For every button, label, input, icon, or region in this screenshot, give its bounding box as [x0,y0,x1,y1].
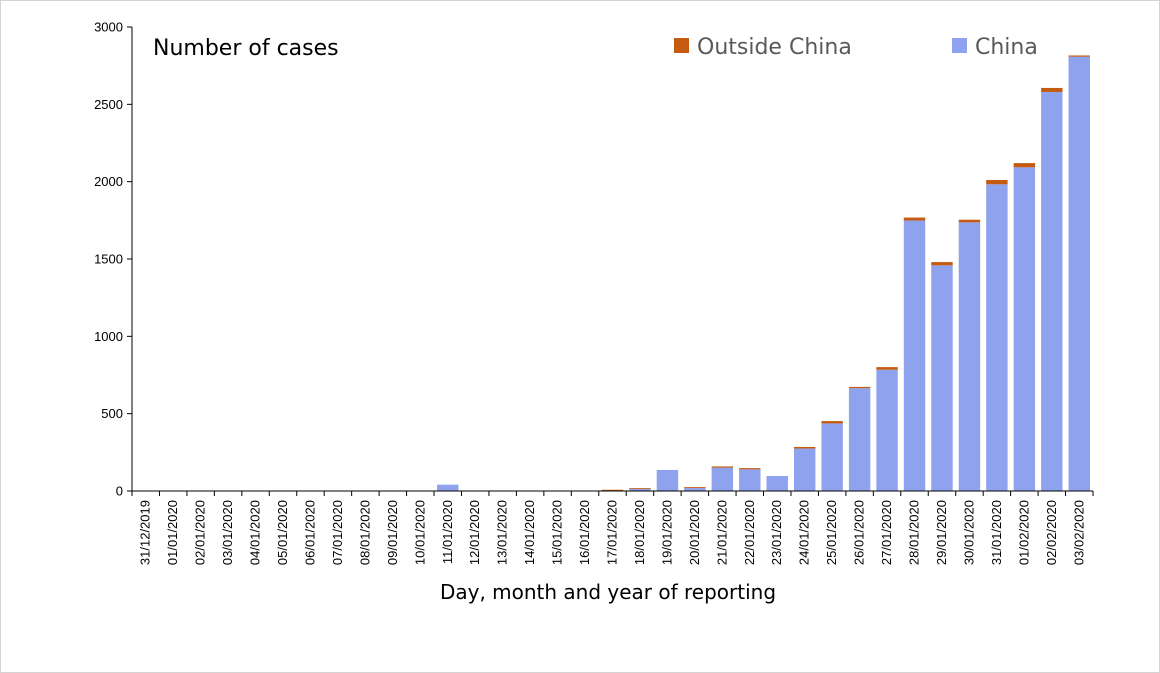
y-tick-label: 1000 [94,329,123,344]
bar-outside-china [986,179,1008,185]
x-tick-label: 29/01/2020 [934,500,949,565]
legend-swatch-china [952,38,967,53]
x-tick-label: 02/01/2020 [193,500,208,565]
bar-china [793,448,816,491]
x-tick-label: 05/01/2020 [275,500,290,565]
chart-title: Number of cases [153,36,339,61]
x-axis-title: Day, month and year of reporting [440,580,776,604]
x-tick-label: 01/01/2020 [165,500,180,565]
x-tick-label: 03/02/2020 [1071,500,1086,565]
bar-china [958,222,981,491]
bar-outside-china [958,219,981,223]
x-tick-label: 07/01/2020 [330,500,345,565]
bar-china [437,484,459,491]
x-tick-label: 27/01/2020 [879,500,894,565]
x-tick-label: 22/01/2020 [742,500,757,565]
bar-china [821,423,843,491]
bar-china [876,369,898,491]
y-tick-label: 2000 [94,174,123,189]
y-tick-label: 2500 [94,97,123,112]
bar-china [1013,167,1036,491]
x-tick-label: 20/01/2020 [687,500,702,565]
bar-china [903,220,926,492]
bar-china [656,469,679,491]
bar-outside-china [931,262,953,266]
bar-china [711,467,734,491]
x-tick-label: 13/01/2020 [495,500,510,565]
x-tick-label: 28/01/2020 [907,500,922,565]
bar-outside-china [821,421,843,424]
x-tick-label: 16/01/2020 [577,500,592,565]
legend-label-china: China [975,35,1038,60]
x-tick-label: 12/01/2020 [467,500,482,565]
x-tick-label: 11/01/2020 [440,500,455,564]
y-tick-label: 1500 [94,252,123,267]
x-tick-label: 25/01/2020 [824,500,839,565]
x-tick-label: 24/01/2020 [797,500,812,565]
x-tick-label: 01/02/2020 [1016,500,1031,565]
x-tick-label: 04/01/2020 [248,500,263,565]
y-axis: 0 500 1000 1500 2000 2500 3000 [94,20,133,499]
bar-outside-china [739,468,761,470]
x-axis: 31/12/2019 01/01/2020 02/01/2020 03/01/2020… [131,490,1094,565]
x-tick-label: 17/01/2020 [605,500,620,565]
x-tick-label: 18/01/2020 [632,500,647,565]
y-tick-label: 0 [116,484,123,499]
bar-outside-china [1041,87,1063,92]
legend-label-outside-china: Outside China [697,35,852,60]
x-tick-label: 21/01/2020 [714,500,729,565]
x-tick-label: 03/01/2020 [220,500,235,565]
bar-china [684,488,706,491]
x-tick-label: 15/01/2020 [550,500,565,565]
y-tick-label: 500 [101,406,123,421]
x-tick-label: 31/12/2019 [138,500,153,565]
x-tick-label: 06/01/2020 [302,500,317,565]
y-tick-label: 3000 [94,20,123,35]
x-tick-label: 31/01/2020 [989,500,1004,565]
bar-china [739,469,761,491]
bar-outside-china [601,489,624,491]
x-tick-label: 14/01/2020 [522,500,537,565]
bar-outside-china [684,487,706,489]
bar-outside-china [629,488,651,490]
bar-china [1041,91,1063,492]
legend-swatch-outside-china [674,38,689,53]
x-tick-label: 09/01/2020 [385,500,400,565]
x-tick-label: 26/01/2020 [852,500,867,565]
bar-china [848,388,871,491]
bar-china [1068,56,1090,491]
bar-outside-china [1013,163,1036,168]
bar-china [986,184,1008,492]
bars-group [437,55,1090,492]
bar-china [766,476,788,491]
x-tick-label: 10/01/2020 [412,500,427,565]
bar-outside-china [876,367,898,370]
legend: Outside China China [674,35,1038,60]
x-tick-label: 08/01/2020 [357,500,372,565]
bar-china [931,265,953,491]
x-tick-label: 19/01/2020 [659,500,674,565]
x-tick-label: 02/02/2020 [1044,500,1059,565]
bar-china [629,488,651,491]
bar-outside-china [848,386,871,389]
bar-outside-china [711,466,734,468]
bar-outside-china [793,446,816,449]
bar-outside-china [1068,55,1090,57]
bar-outside-china [903,217,926,221]
x-tick-label: 30/01/2020 [961,500,976,565]
x-tick-label: 23/01/2020 [769,500,784,565]
